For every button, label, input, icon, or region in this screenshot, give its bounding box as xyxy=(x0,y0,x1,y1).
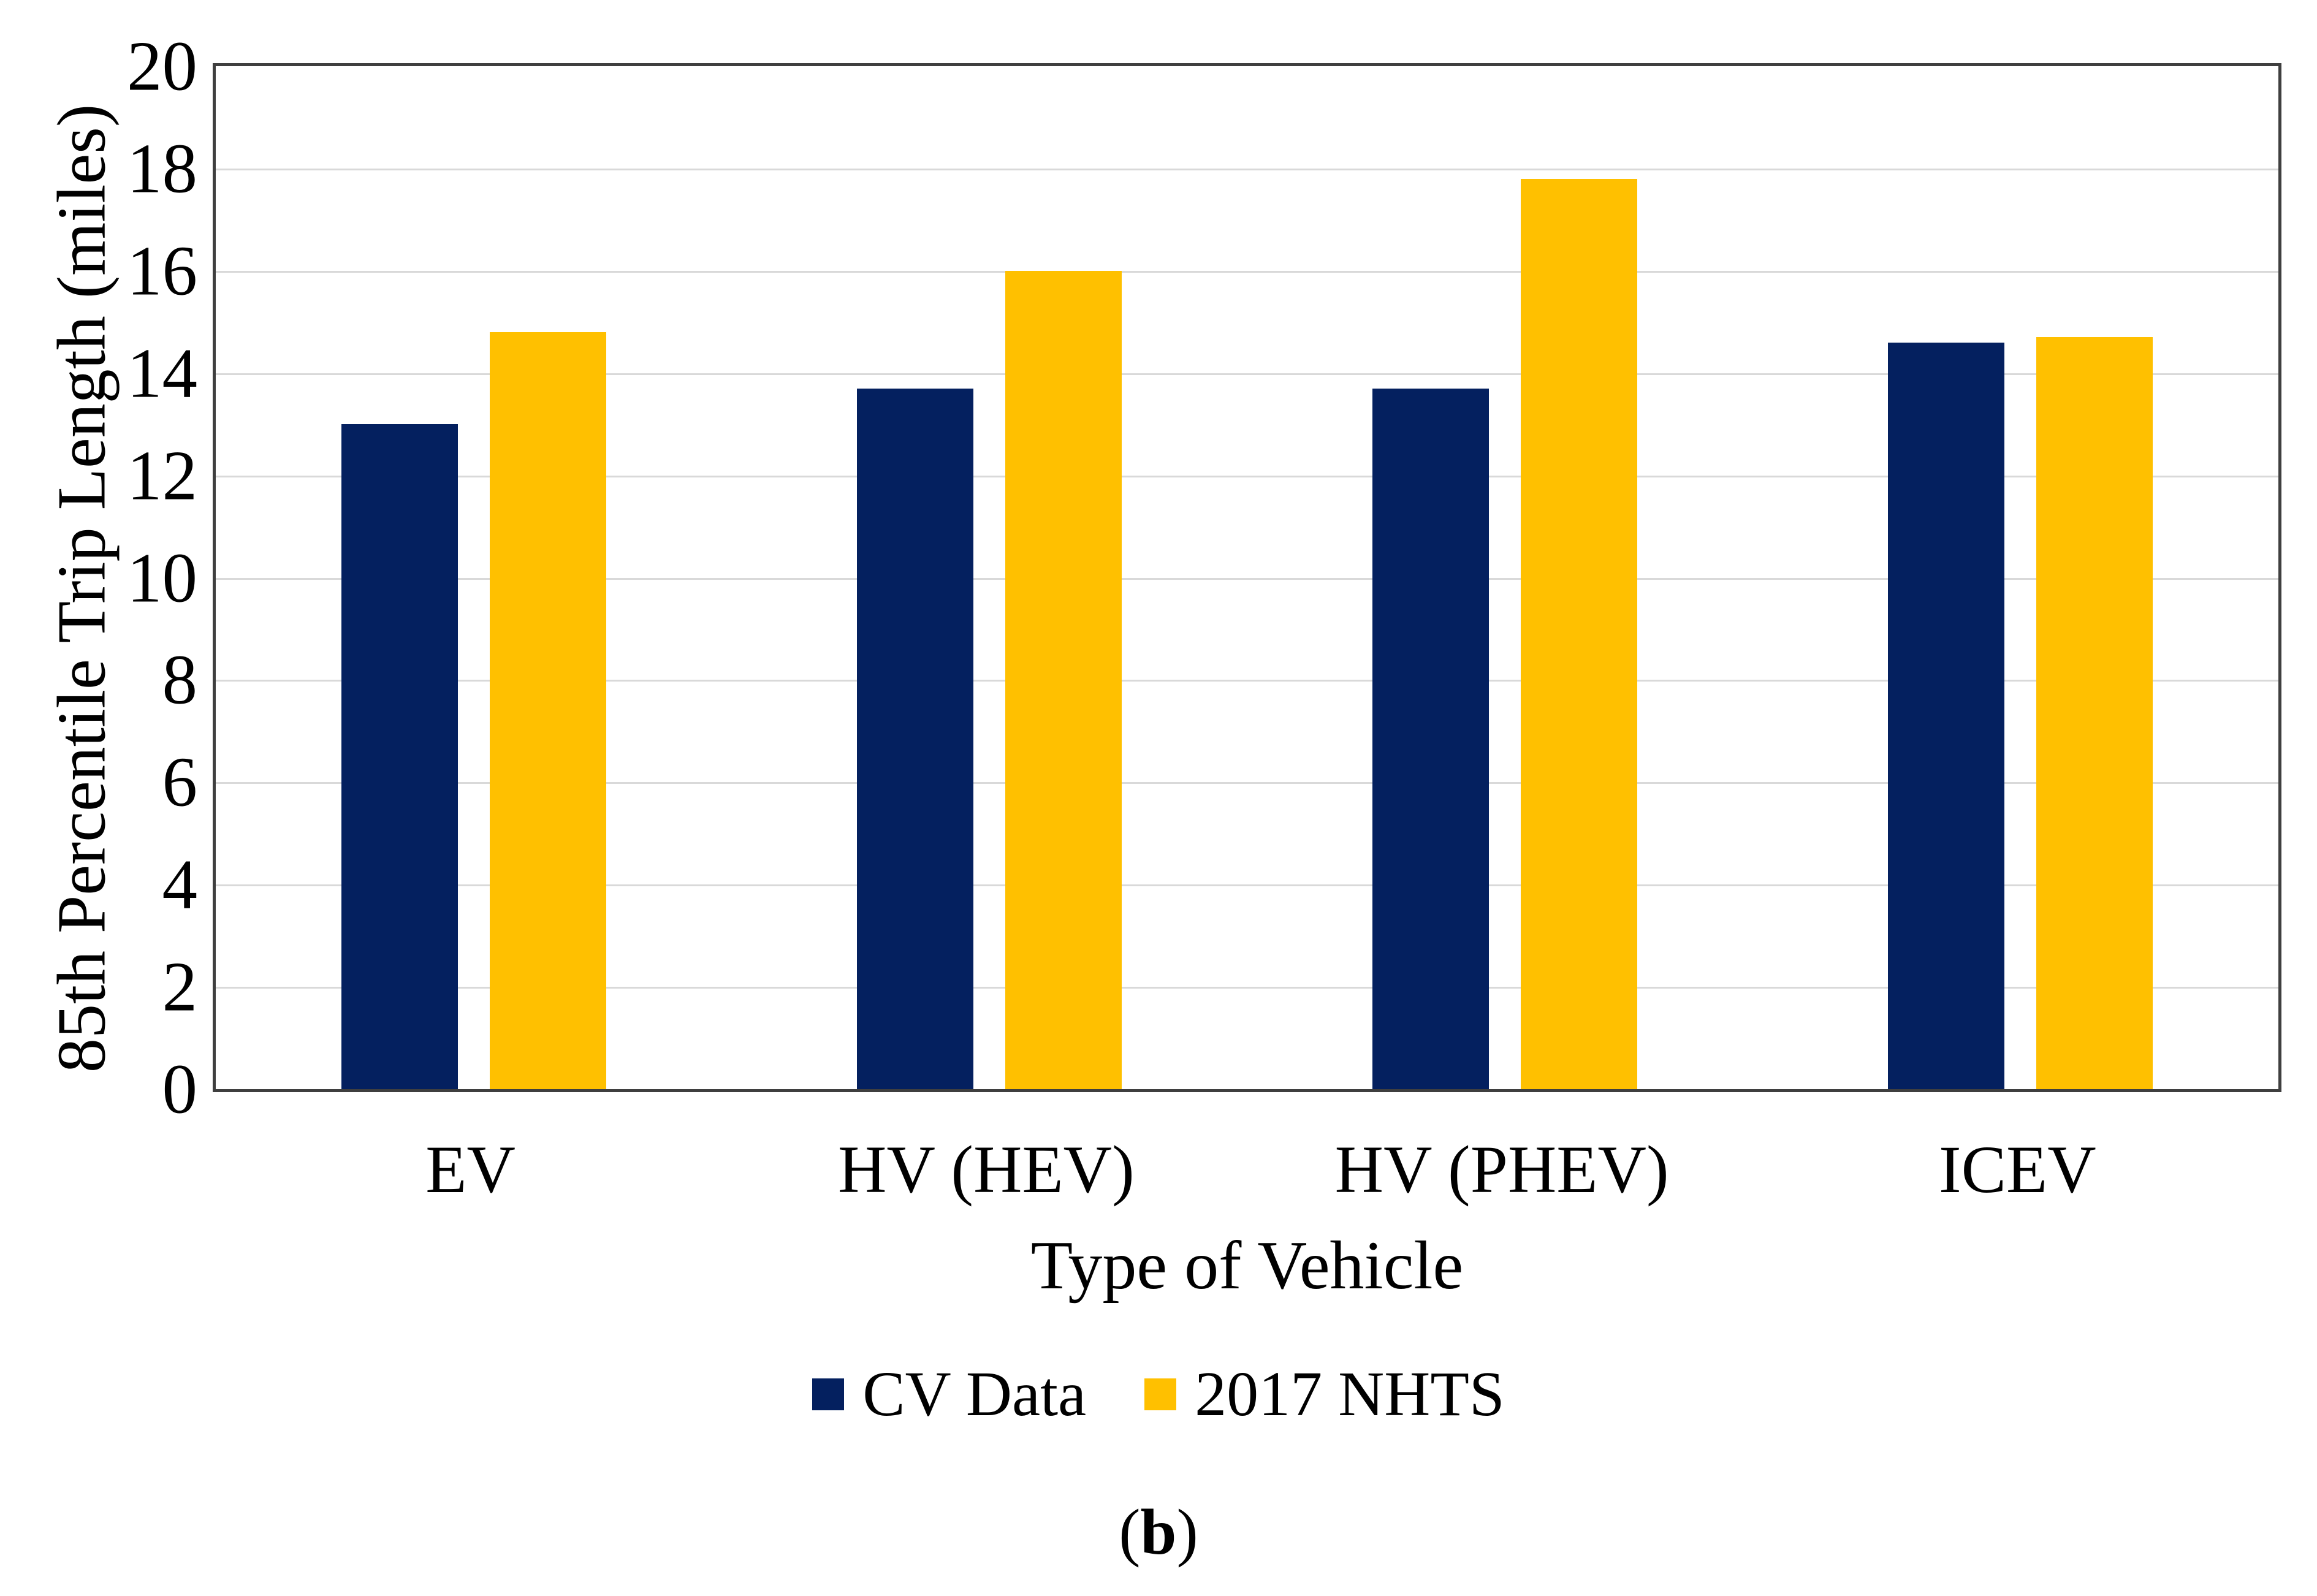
gridline-y-8 xyxy=(216,680,2278,682)
bar-2017-nhts-HV (HEV) xyxy=(1005,270,1122,1089)
bar-group-HV (PHEV) xyxy=(1247,66,1763,1089)
bar-2017-nhts-ICEV xyxy=(2036,337,2153,1089)
legend-item-cv-data: CV Data xyxy=(812,1358,1086,1431)
y-tick-label-16: 16 xyxy=(127,232,197,310)
x-category-label-HV (PHEV): HV (PHEV) xyxy=(1334,1132,1669,1207)
caption-letter: b xyxy=(1140,1496,1177,1568)
bar-2017-nhts-HV (PHEV) xyxy=(1521,178,1638,1089)
x-category-label-ICEV: ICEV xyxy=(1939,1132,2096,1207)
legend: CV Data 2017 NHTS xyxy=(0,1358,2317,1431)
y-tick-label-10: 10 xyxy=(127,539,197,617)
caption-close-paren: ) xyxy=(1176,1496,1198,1568)
gridline-y-14 xyxy=(216,373,2278,375)
y-tick-label-12: 12 xyxy=(127,436,197,515)
legend-swatch-icon xyxy=(1144,1378,1177,1410)
bar-group-HV (HEV) xyxy=(731,66,1247,1089)
gridline-y-10 xyxy=(216,577,2278,580)
y-tick-label-20: 20 xyxy=(127,27,197,105)
figure-caption: (b) xyxy=(0,1492,2317,1572)
y-tick-label-18: 18 xyxy=(127,129,197,208)
y-tick-label-6: 6 xyxy=(162,743,198,821)
plot-area xyxy=(213,63,2281,1092)
bar-cv-data-EV xyxy=(341,424,458,1089)
bar-cv-data-HV (PHEV) xyxy=(1372,388,1490,1089)
x-axis-title: Type of Vehicle xyxy=(1030,1228,1464,1304)
bar-cv-data-HV (HEV) xyxy=(856,388,973,1089)
bar-cv-data-ICEV xyxy=(1888,342,2005,1089)
gridline-y-12 xyxy=(216,475,2278,477)
caption-open-paren: ( xyxy=(1119,1496,1141,1568)
bar-group-ICEV xyxy=(1763,66,2278,1089)
bar-2017-nhts-EV xyxy=(489,332,606,1089)
legend-label: 2017 NHTS xyxy=(1195,1359,1505,1429)
gridline-y-6 xyxy=(216,782,2278,785)
y-tick-label-2: 2 xyxy=(162,948,198,1026)
legend-swatch-icon xyxy=(812,1378,845,1410)
bar-group-EV xyxy=(216,66,731,1089)
y-tick-label-14: 14 xyxy=(127,334,197,412)
y-tick-label-0: 0 xyxy=(162,1050,198,1128)
legend-item-2017-nhts: 2017 NHTS xyxy=(1144,1358,1505,1431)
x-category-label-HV (HEV): HV (HEV) xyxy=(838,1132,1135,1207)
y-tick-label-8: 8 xyxy=(162,640,198,719)
legend-label: CV Data xyxy=(862,1359,1087,1429)
gridline-y-4 xyxy=(216,884,2278,887)
x-category-label-EV: EV xyxy=(425,1132,516,1207)
gridline-y-16 xyxy=(216,270,2278,273)
x-axis-category-labels: EV HV (HEV) HV (PHEV) ICEV xyxy=(213,1127,2281,1218)
gridline-y-2 xyxy=(216,987,2278,989)
gridline-y-18 xyxy=(216,168,2278,170)
y-tick-label-4: 4 xyxy=(162,845,198,924)
y-axis-tick-labels: 0 2 4 6 8 10 12 14 16 18 20 xyxy=(0,0,197,1596)
